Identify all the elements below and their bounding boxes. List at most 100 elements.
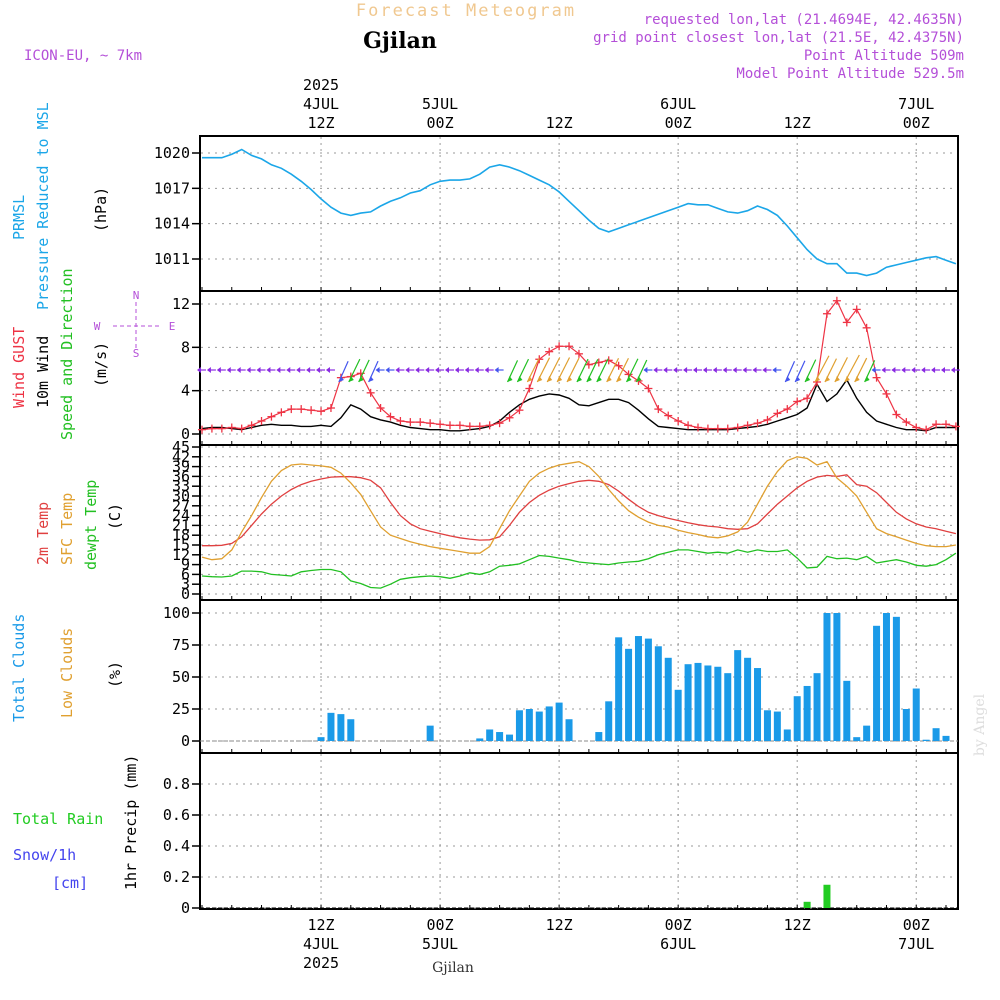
gust-marker (267, 412, 276, 421)
gust-marker (832, 296, 841, 305)
gust-marker (525, 384, 534, 393)
wind-direction-arrow (911, 367, 921, 373)
wind-direction-arrow (368, 360, 379, 383)
ytick-label: 100 (163, 604, 190, 622)
ytick-label: 27 (172, 497, 190, 515)
wind-direction-arrow (921, 367, 931, 373)
gust-marker (297, 405, 306, 414)
cloud-bar (426, 725, 434, 741)
panel-frame-pressure (199, 135, 959, 292)
gust-marker (803, 394, 812, 403)
gust-marker (703, 424, 712, 433)
gust-marker (436, 420, 445, 429)
wind-direction-arrow (643, 367, 653, 373)
gust-marker (793, 397, 802, 406)
cloud-bars (317, 613, 950, 741)
cloud-bar (724, 673, 732, 741)
wind-label-1: Wind GUST (10, 327, 28, 408)
panel-frame-precip (199, 752, 959, 910)
forecast-title: Forecast Meteogram (356, 1, 576, 21)
gust-marker (674, 417, 683, 425)
cloud-bar (882, 613, 890, 741)
compass-e: E (169, 320, 176, 333)
gust-marker (723, 424, 732, 433)
wind-direction-arrow (266, 367, 276, 373)
cloud-bar (793, 696, 801, 741)
ytick-label: 0.8 (163, 775, 190, 793)
wind-direction-arrow (683, 367, 693, 373)
wind-direction-arrow (296, 367, 306, 373)
gust-marker (505, 413, 514, 422)
wind-direction-arrow (536, 357, 551, 383)
gust-marker (604, 356, 613, 365)
wind-direction-arrow (673, 367, 683, 373)
ytick-label: 3 (181, 575, 190, 593)
gust-marker (565, 342, 574, 351)
ytick-label: 0 (181, 585, 190, 603)
time-label: 5JUL (422, 935, 458, 953)
wind-series (197, 296, 960, 434)
wind-direction-arrow (722, 367, 732, 373)
gust-marker (406, 418, 415, 427)
wind-direction-arrow (206, 367, 216, 373)
wind-direction-arrow (824, 358, 837, 383)
cloud-bar (644, 638, 652, 741)
ytick-label: 24 (172, 507, 190, 525)
ytick-label: 15 (172, 536, 190, 554)
time-label: 12Z (307, 114, 334, 132)
cloud-unit: (%) (106, 661, 124, 688)
gust-marker (654, 405, 663, 414)
wind-direction-arrow (556, 357, 571, 383)
pressure-line (202, 148, 957, 277)
gust-marker (664, 411, 673, 420)
wind-direction-arrow (794, 360, 806, 383)
time-label: 00Z (427, 114, 454, 132)
cloud-bar (714, 666, 722, 741)
cloud-bar (634, 636, 642, 741)
ytick-label: 33 (172, 477, 190, 495)
gust-marker (753, 419, 762, 428)
ytick-label: 1020 (154, 144, 190, 162)
wind-direction-arrow (526, 357, 540, 383)
wind-direction-arrow (881, 367, 891, 373)
cloud-bar (565, 719, 573, 741)
wind-direction-arrow (395, 367, 405, 373)
time-label: 4JUL (303, 935, 339, 953)
cloud-bar (496, 732, 504, 741)
wind-direction-arrow (226, 367, 236, 373)
gust-marker (446, 421, 454, 430)
gust-marker (545, 347, 554, 356)
gust-marker (882, 389, 891, 398)
panel-frame-temp (199, 444, 959, 601)
cloud-bar (535, 711, 543, 741)
wind-direction-arrow (586, 359, 599, 383)
wind-direction-arrow (385, 367, 395, 373)
cloud-bar (605, 701, 613, 741)
time-label: 12Z (546, 114, 573, 132)
cloud-bar (317, 737, 325, 741)
wind-direction-arrow (804, 359, 817, 383)
wind-direction-arrow (256, 367, 266, 373)
wind-direction-arrow (772, 367, 782, 373)
wind-direction-arrow (871, 367, 881, 373)
precip-label-2: Snow/1h (13, 846, 76, 864)
gust-marker (644, 384, 653, 393)
model-altitude: Model Point Altitude 529.5m (736, 66, 964, 82)
gust-marker (822, 309, 831, 318)
wind-direction-arrow (216, 367, 226, 373)
gust-marker (475, 422, 484, 431)
wind-direction-arrow (712, 367, 722, 373)
wind-direction-arrow (616, 357, 629, 383)
gust-marker (555, 342, 564, 351)
wind-direction-arrow (506, 360, 519, 383)
wind-direction-arrow (663, 367, 673, 373)
cloud-bar (555, 702, 563, 741)
cloud-bar (873, 625, 881, 741)
precip-bars (803, 884, 831, 908)
gust-marker (842, 318, 851, 327)
wind-direction-arrow (276, 367, 286, 373)
time-label: 00Z (665, 916, 692, 934)
gust-marker (207, 424, 216, 433)
